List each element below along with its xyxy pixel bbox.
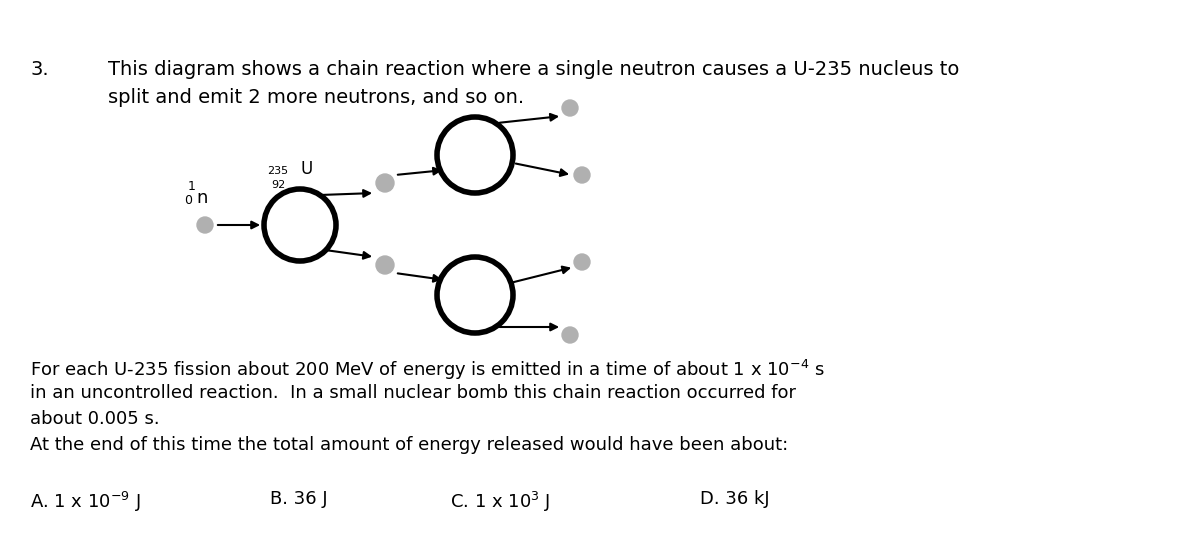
Text: about 0.005 s.: about 0.005 s. <box>30 410 160 428</box>
Circle shape <box>574 254 590 270</box>
Text: C. 1 x 10$^{3}$ J: C. 1 x 10$^{3}$ J <box>450 490 551 514</box>
Circle shape <box>376 174 394 192</box>
Circle shape <box>574 167 590 183</box>
Text: n: n <box>197 189 208 207</box>
Circle shape <box>562 100 578 116</box>
Text: A. 1 x 10$^{-9}$ J: A. 1 x 10$^{-9}$ J <box>30 490 140 514</box>
Circle shape <box>264 189 336 261</box>
Text: This diagram shows a chain reaction where a single neutron causes a U-235 nucleu: This diagram shows a chain reaction wher… <box>108 60 959 79</box>
Text: B. 36 J: B. 36 J <box>270 490 328 508</box>
Text: 0: 0 <box>184 194 192 208</box>
Circle shape <box>197 217 214 233</box>
Circle shape <box>376 256 394 274</box>
Text: For each U-235 fission about 200 MeV of energy is emitted in a time of about 1 x: For each U-235 fission about 200 MeV of … <box>30 358 824 382</box>
Text: split and emit 2 more neutrons, and so on.: split and emit 2 more neutrons, and so o… <box>108 88 524 107</box>
Text: At the end of this time the total amount of energy released would have been abou: At the end of this time the total amount… <box>30 436 788 454</box>
Text: 92: 92 <box>271 180 286 190</box>
Text: 3.: 3. <box>30 60 49 79</box>
Circle shape <box>562 327 578 343</box>
Text: 1: 1 <box>188 180 196 193</box>
Text: D. 36 kJ: D. 36 kJ <box>700 490 769 508</box>
Circle shape <box>437 257 514 333</box>
Circle shape <box>437 117 514 193</box>
Text: 235: 235 <box>266 166 288 176</box>
Text: in an uncontrolled reaction.  In a small nuclear bomb this chain reaction occurr: in an uncontrolled reaction. In a small … <box>30 384 796 402</box>
Text: U: U <box>300 160 312 178</box>
